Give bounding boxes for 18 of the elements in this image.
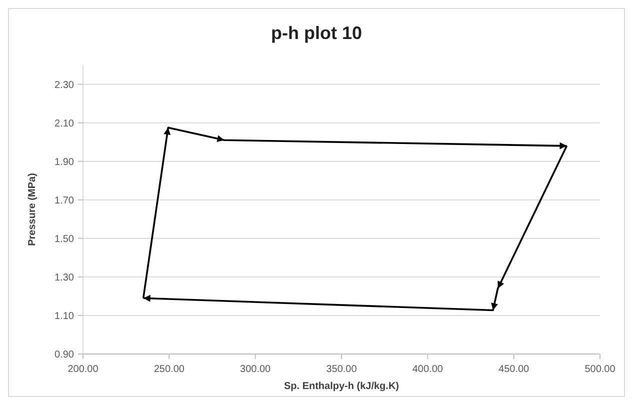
y-tick-label: 2.10 (54, 118, 74, 130)
y-tick-label: 1.70 (54, 195, 74, 206)
y-tick-label: 1.50 (54, 234, 74, 245)
chart-title: p-h plot 10 (271, 23, 362, 43)
x-tick-label: 400.00 (412, 364, 444, 375)
y-tick-label: 1.90 (54, 156, 74, 168)
x-tick-label: 300.00 (240, 364, 272, 375)
x-tick-label: 500.00 (584, 364, 616, 375)
x-axis-title: Sp. Enthalpy-h (kJ/kg.K) (284, 381, 400, 392)
x-tick-label: 350.00 (326, 364, 358, 375)
y-tick-label: 2.30 (54, 80, 74, 91)
y-tick-label: 1.10 (54, 310, 74, 322)
x-tick-label: 200.00 (68, 364, 99, 375)
y-tick-label: 0.90 (54, 350, 74, 360)
y-tick-label: 1.30 (54, 272, 74, 284)
x-tick-label: 250.00 (154, 364, 185, 375)
y-axis-title: Pressure (MPa) (27, 173, 38, 246)
x-tick-label: 450.00 (498, 364, 530, 375)
